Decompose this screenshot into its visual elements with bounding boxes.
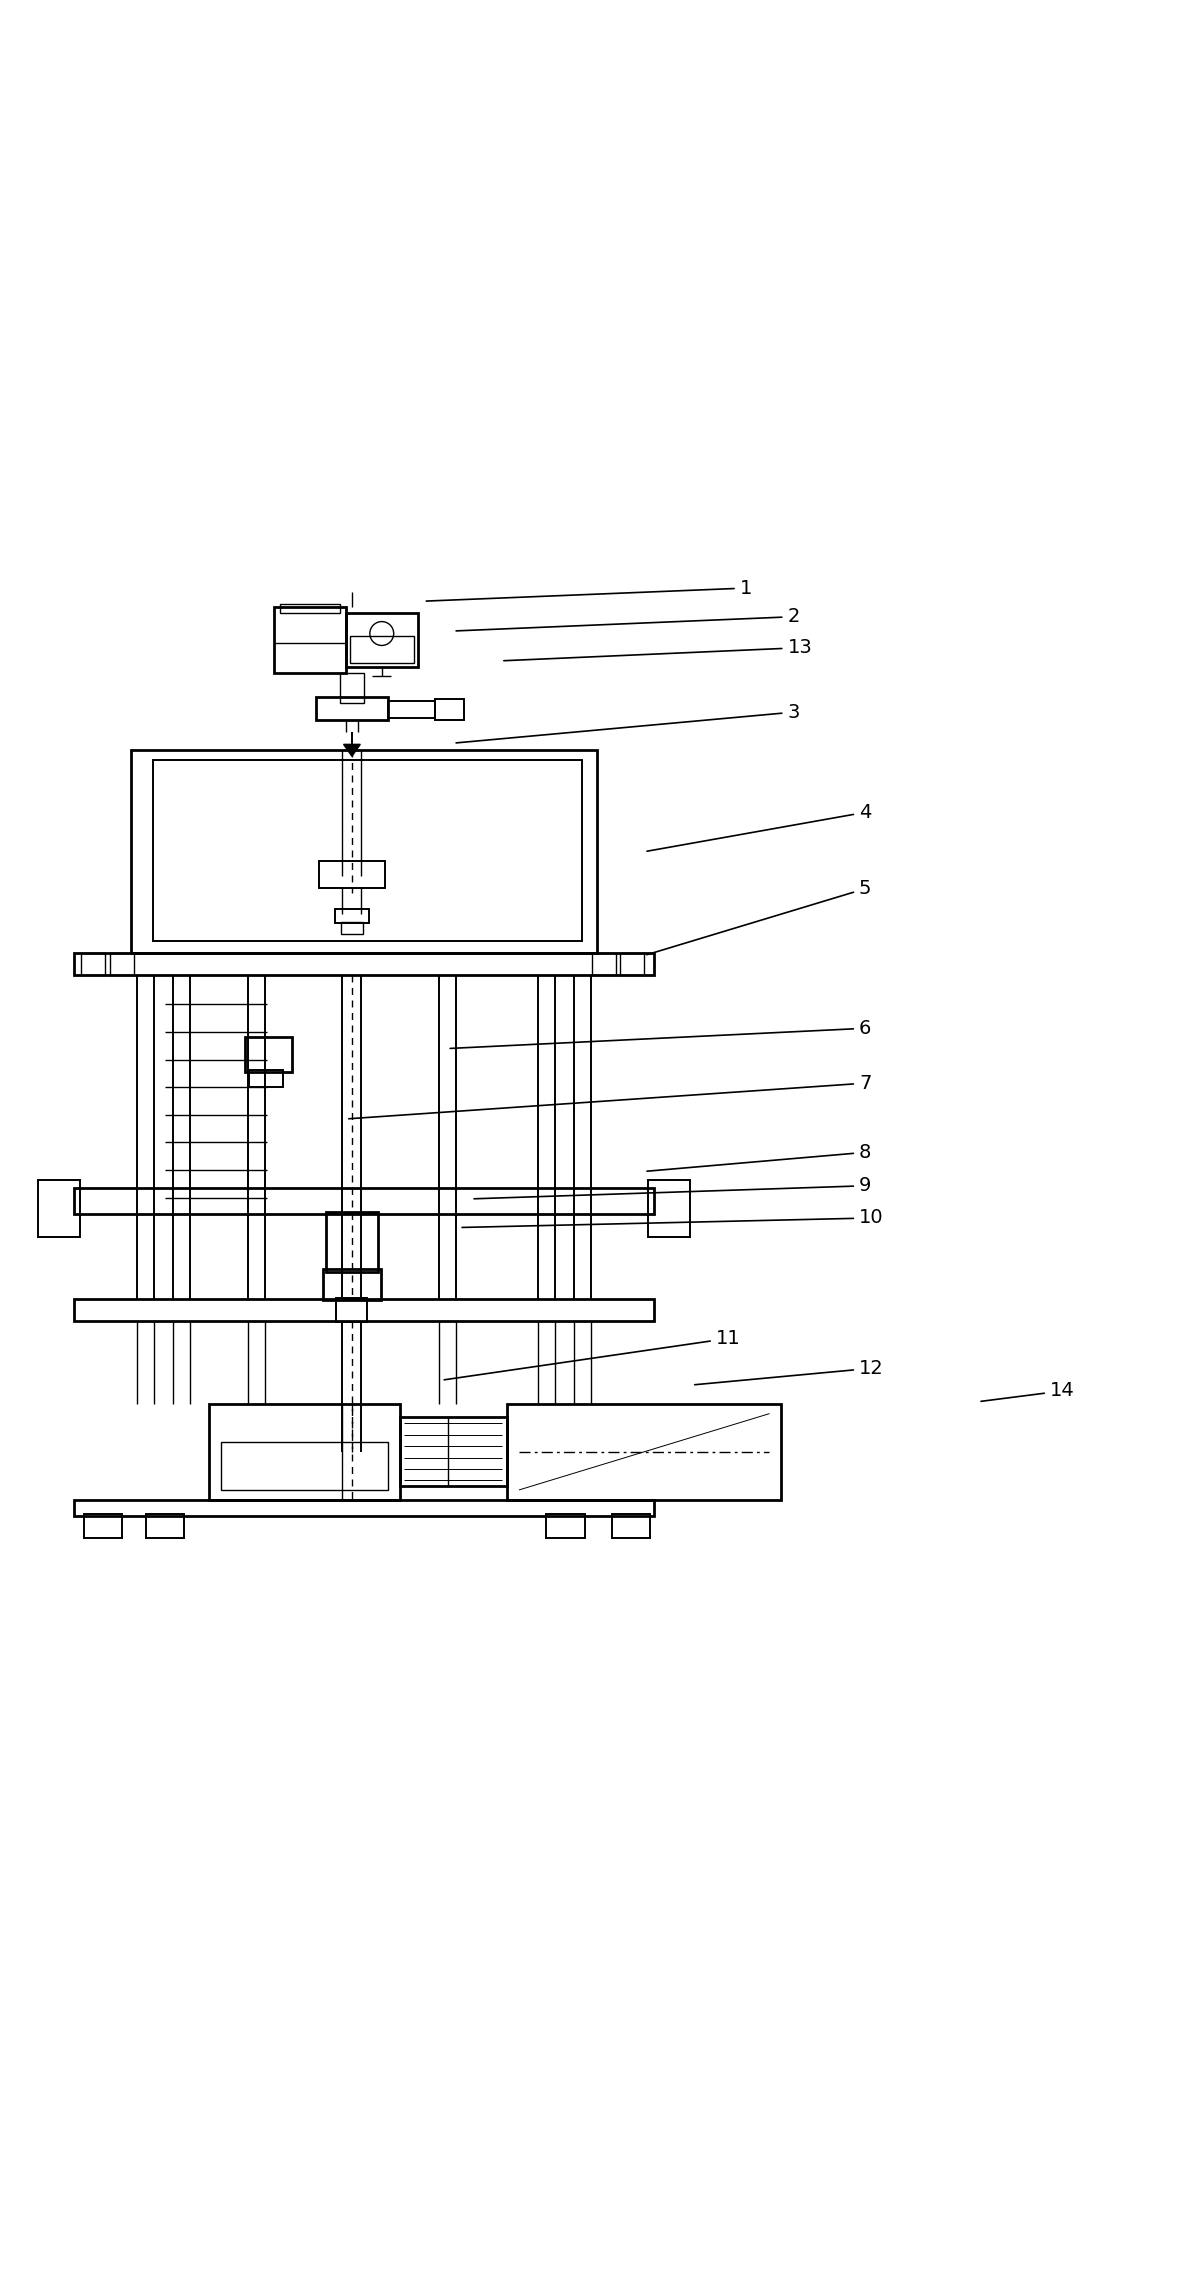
Bar xyxy=(620,954,644,975)
Text: 10: 10 xyxy=(462,1208,884,1226)
Bar xyxy=(131,750,596,954)
Bar xyxy=(81,954,105,975)
Text: 9: 9 xyxy=(474,1176,871,1199)
Bar xyxy=(221,1441,388,1489)
Bar xyxy=(592,954,616,975)
Bar xyxy=(612,1515,650,1538)
Text: 5: 5 xyxy=(647,879,871,954)
Bar xyxy=(84,1515,122,1538)
Bar xyxy=(110,954,134,975)
Bar xyxy=(648,1181,690,1238)
Bar xyxy=(335,908,369,924)
Bar xyxy=(341,922,363,934)
Bar xyxy=(350,636,414,664)
Bar xyxy=(346,613,418,666)
Bar xyxy=(249,1071,283,1087)
Text: 13: 13 xyxy=(503,638,812,661)
Text: 2: 2 xyxy=(456,606,799,631)
Bar xyxy=(274,606,346,673)
Text: 6: 6 xyxy=(450,1018,871,1048)
Bar xyxy=(146,1515,184,1538)
Bar xyxy=(74,954,654,975)
Bar xyxy=(340,673,364,702)
Text: 3: 3 xyxy=(456,702,799,744)
Bar xyxy=(400,1419,507,1487)
Bar xyxy=(507,1405,781,1499)
Bar xyxy=(388,702,435,718)
Text: 7: 7 xyxy=(348,1073,871,1119)
Bar xyxy=(280,604,340,613)
Text: 1: 1 xyxy=(426,579,752,602)
Bar xyxy=(323,1270,381,1300)
Text: 8: 8 xyxy=(647,1142,871,1171)
Bar xyxy=(74,1187,654,1215)
Bar xyxy=(546,1515,585,1538)
Polygon shape xyxy=(344,744,360,757)
Bar xyxy=(209,1405,400,1499)
Text: 14: 14 xyxy=(981,1382,1075,1400)
Bar xyxy=(326,1213,378,1272)
Bar xyxy=(74,1300,654,1320)
Bar xyxy=(319,860,384,888)
Text: 11: 11 xyxy=(444,1329,741,1380)
Bar xyxy=(38,1181,80,1238)
Bar xyxy=(245,1036,292,1073)
Bar xyxy=(435,700,464,721)
Bar xyxy=(74,1499,654,1517)
Bar xyxy=(153,760,582,940)
Text: 4: 4 xyxy=(647,803,871,851)
Bar xyxy=(336,1297,367,1322)
Bar xyxy=(316,696,388,721)
Text: 12: 12 xyxy=(694,1359,884,1384)
